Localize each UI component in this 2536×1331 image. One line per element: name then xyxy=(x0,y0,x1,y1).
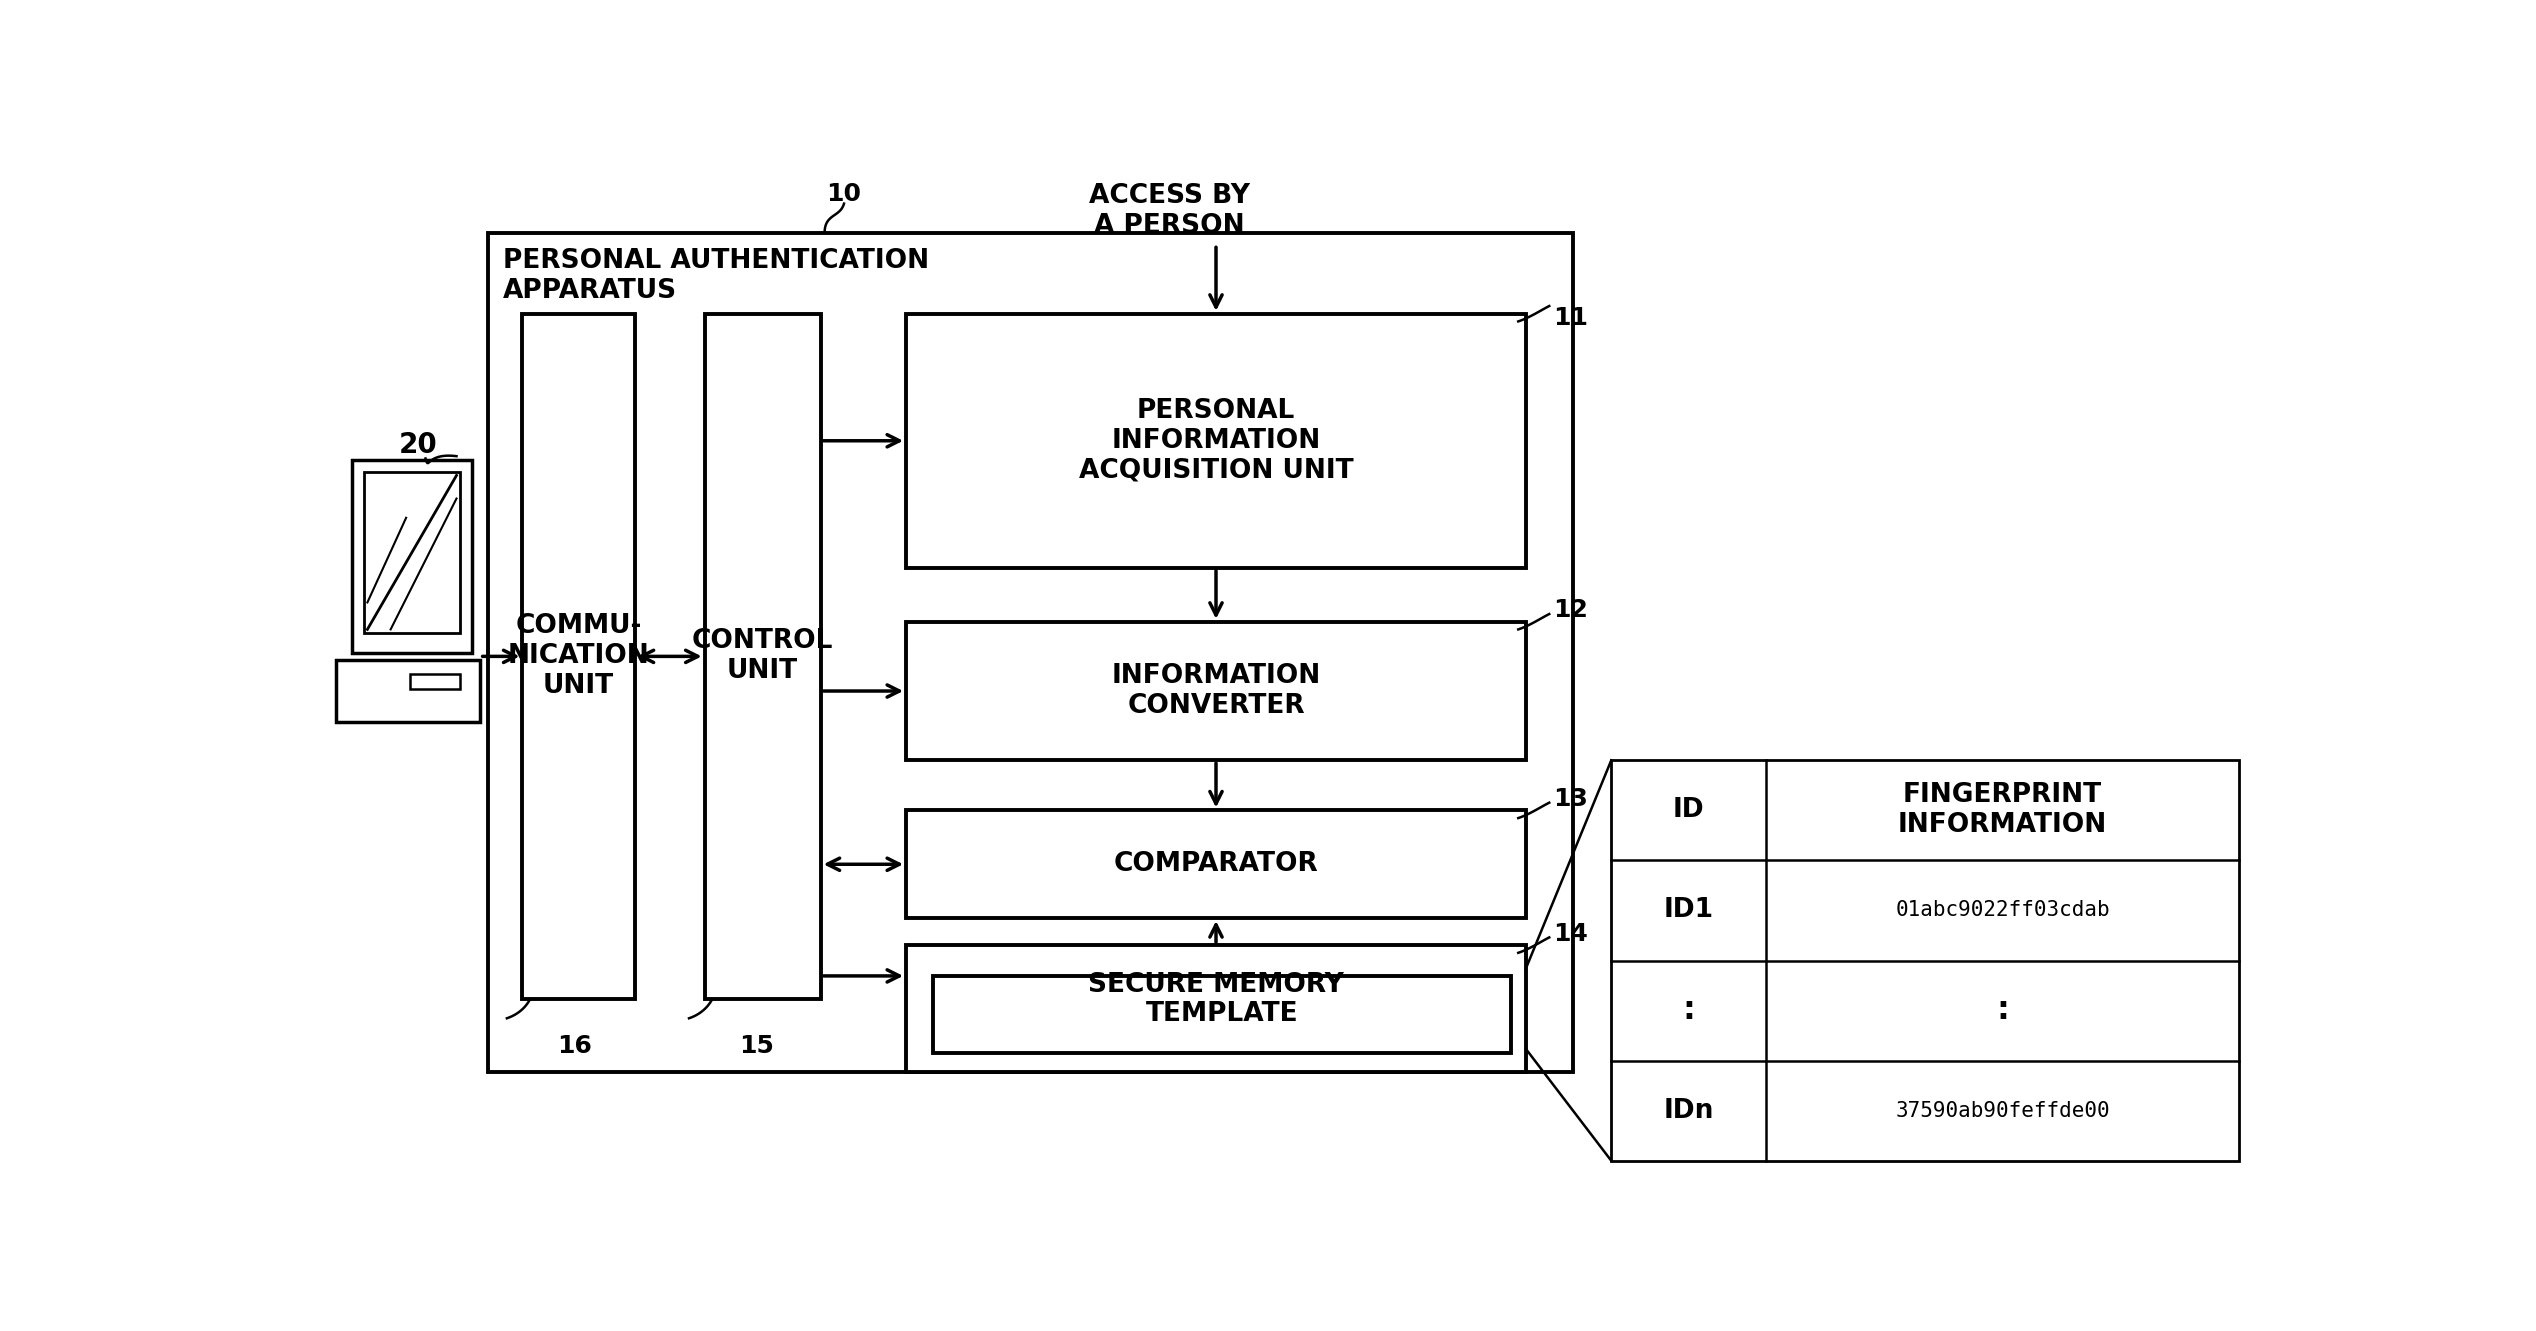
Text: ACCESS BY
A PERSON: ACCESS BY A PERSON xyxy=(1088,182,1250,238)
Text: 16: 16 xyxy=(558,1034,591,1058)
Text: :: : xyxy=(1996,996,2009,1026)
Text: 13: 13 xyxy=(1552,787,1588,811)
Text: 01abc9022ff03cdab: 01abc9022ff03cdab xyxy=(1894,901,2110,921)
Bar xyxy=(905,314,1527,568)
Text: 20: 20 xyxy=(398,431,436,459)
Text: TEMPLATE: TEMPLATE xyxy=(1146,1001,1298,1028)
Text: PERSONAL
INFORMATION
ACQUISITION UNIT: PERSONAL INFORMATION ACQUISITION UNIT xyxy=(1078,398,1354,483)
Text: SECURE MEMORY: SECURE MEMORY xyxy=(1088,972,1344,998)
Bar xyxy=(337,660,479,721)
Bar xyxy=(363,471,462,634)
Text: INFORMATION
CONVERTER: INFORMATION CONVERTER xyxy=(1111,663,1321,719)
Bar xyxy=(522,314,634,1000)
Text: IDn: IDn xyxy=(1664,1098,1714,1123)
Bar xyxy=(411,673,462,689)
Text: ID: ID xyxy=(1674,797,1704,824)
Text: 15: 15 xyxy=(741,1034,773,1058)
Bar xyxy=(905,622,1527,760)
Text: 12: 12 xyxy=(1552,598,1588,622)
Text: 11: 11 xyxy=(1552,306,1588,330)
Text: FINGERPRINT
INFORMATION: FINGERPRINT INFORMATION xyxy=(1897,783,2107,839)
Bar xyxy=(933,976,1511,1053)
Text: CONTROL
UNIT: CONTROL UNIT xyxy=(692,628,834,684)
Bar xyxy=(353,461,472,652)
Text: 37590ab90feffde00: 37590ab90feffde00 xyxy=(1894,1101,2110,1121)
Text: 14: 14 xyxy=(1552,921,1588,945)
Text: ID1: ID1 xyxy=(1664,897,1714,924)
Text: :: : xyxy=(1681,996,1694,1026)
Bar xyxy=(905,811,1527,918)
Bar xyxy=(1610,760,2239,1161)
Bar xyxy=(905,945,1527,1073)
Text: COMMU-
NICATION
UNIT: COMMU- NICATION UNIT xyxy=(507,614,649,699)
Text: 10: 10 xyxy=(827,182,862,206)
Bar xyxy=(487,233,1572,1073)
Bar xyxy=(705,314,822,1000)
Text: COMPARATOR: COMPARATOR xyxy=(1113,852,1319,877)
Text: PERSONAL AUTHENTICATION
APPARATUS: PERSONAL AUTHENTICATION APPARATUS xyxy=(502,249,928,305)
